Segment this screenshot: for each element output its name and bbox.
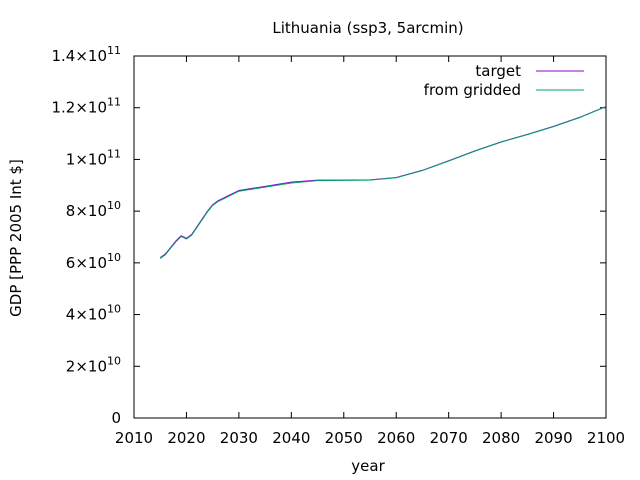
x-tick-label: 2080 — [482, 429, 520, 447]
x-axis-label: year — [351, 457, 385, 475]
x-tick-label: 2010 — [115, 429, 153, 447]
x-tick-label: 2040 — [272, 429, 310, 447]
axis-ticks: 2010 2020 2030 2040 2050 2060 2070 2080 2090 2100… — [51, 44, 625, 447]
y-tick-label: 1.2×1011 — [51, 96, 121, 117]
series-line-from-gridded — [159, 106, 607, 259]
x-tick-label: 2070 — [430, 429, 468, 447]
y-tick-label: 6×1010 — [66, 251, 121, 272]
y-tick-label: 1.4×1011 — [51, 44, 121, 65]
plot-area — [133, 55, 607, 419]
x-tick-label: 2020 — [167, 429, 205, 447]
plot-border — [133, 55, 607, 419]
y-axis-label: GDP [PPP 2005 Int $] — [7, 159, 25, 317]
series-line-target — [159, 105, 607, 259]
y-tick-label: 8×1010 — [66, 199, 121, 220]
series-lines — [159, 105, 607, 259]
y-tick-label: 1×1011 — [66, 147, 121, 168]
y-tick-label: 2×1010 — [66, 354, 121, 375]
x-tick-label: 2030 — [220, 429, 258, 447]
x-tick-label: 2100 — [587, 429, 625, 447]
x-tick-label: 2050 — [325, 429, 363, 447]
chart-title: Lithuania (ssp3, 5arcmin) — [272, 19, 463, 37]
legend-label: target — [475, 62, 521, 80]
x-tick-label: 2090 — [534, 429, 572, 447]
y-tick-label: 4×1010 — [66, 303, 121, 324]
legend-label: from gridded — [424, 81, 521, 99]
x-tick-label: 2060 — [377, 429, 415, 447]
y-tick-label: 0 — [111, 409, 121, 427]
